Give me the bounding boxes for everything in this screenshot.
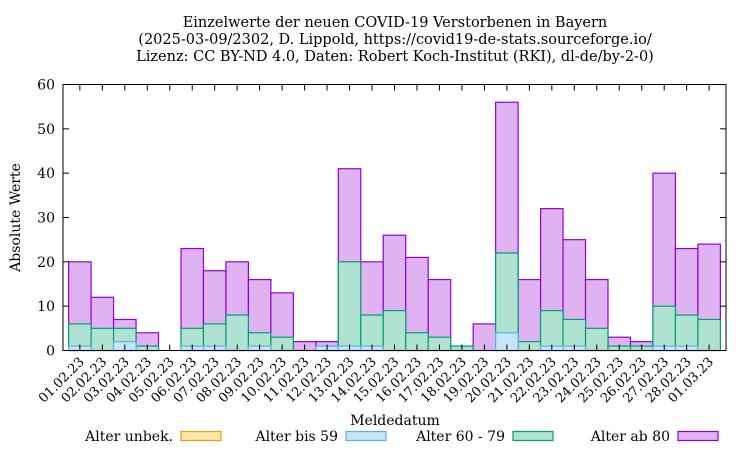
bars-group — [68, 101, 721, 352]
bar-alter-ab-80-21.02.23 — [517, 278, 542, 352]
y-tick-label: 60 — [37, 78, 55, 94]
y-tick-label: 40 — [37, 166, 55, 182]
legend-swatch — [345, 430, 387, 442]
y-axis-label: Absolute Werte — [8, 163, 24, 273]
y-tick-label: 10 — [37, 299, 55, 315]
bar-alter-60-79-27.02.23 — [652, 305, 677, 352]
y-tick-label: 50 — [37, 122, 55, 138]
legend-label: Alter ab 80 — [590, 429, 670, 445]
legend-swatch — [180, 430, 222, 442]
x-axis-label: Meldedatum — [350, 413, 440, 429]
legend-label: Alter bis 59 — [254, 429, 338, 445]
legend-label: Alter 60 - 79 — [415, 429, 505, 445]
y-tick-label: 30 — [37, 211, 55, 227]
x-axis: 01.02.2302.02.2303.02.2304.02.2305.02.23… — [36, 84, 717, 406]
chart-title-line-2: (2025-03-09/2302, D. Lippold, https://co… — [138, 32, 652, 48]
y-tick-label: 20 — [37, 255, 55, 271]
legend-swatch — [512, 430, 554, 442]
legend: Alter unbek. Alter bis 59 Alter 60 - 79 Alt… — [84, 429, 719, 445]
chart-title: Einzelwerte der neuen COVID-19 Verstorbe… — [0, 15, 750, 66]
legend-label: Alter unbek. — [84, 429, 173, 445]
bar-alter-60-79-13.02.23 — [337, 261, 362, 352]
y-tick-label: 0 — [46, 344, 55, 360]
y-axis: 0 10 20 30 40 50 60 — [37, 78, 726, 360]
legend-swatch — [677, 430, 719, 442]
chart-title-line-3: Lizenz: CC BY-ND 4.0, Daten: Robert Koch… — [136, 49, 654, 65]
chart-title-line-1: Einzelwerte der neuen COVID-19 Verstorbe… — [182, 15, 608, 31]
